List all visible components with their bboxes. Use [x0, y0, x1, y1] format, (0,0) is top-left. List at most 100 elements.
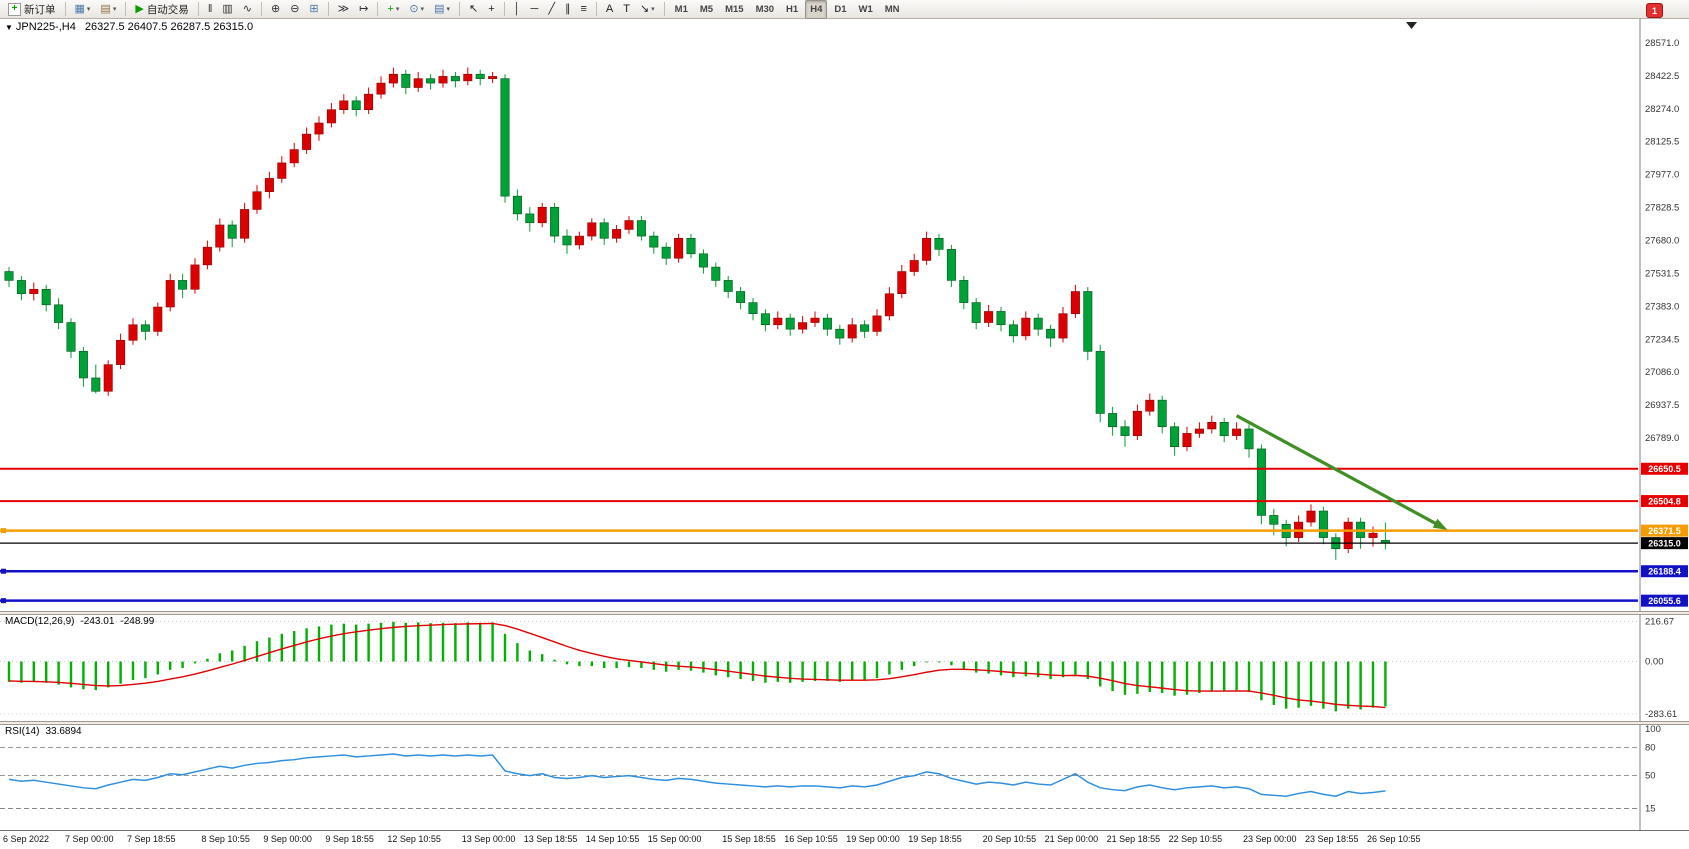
autotrading-button[interactable]: ▶ 自动交易 [131, 0, 192, 19]
fibonacci-button[interactable]: ≡ [576, 0, 590, 19]
indicators-button[interactable]: + ▾ [383, 0, 403, 19]
tile-windows-button[interactable]: ⊞ [305, 0, 322, 19]
timeframe-d1-button[interactable]: D1 [829, 0, 851, 19]
trendline-icon: ╱ [548, 2, 555, 15]
vertical-line-button[interactable]: │ [510, 0, 525, 19]
trend-arrow-head[interactable] [1432, 518, 1448, 530]
macd-histogram-bar [826, 661, 829, 681]
new-order-button[interactable]: + 新订单 [4, 0, 60, 19]
level-price-tag [1641, 537, 1688, 550]
candle-up [264, 178, 274, 193]
chart-shift-icon: ↦ [359, 2, 369, 15]
horizontal-line-button[interactable]: ─ [527, 0, 543, 19]
template-icon: ▤ [434, 2, 445, 15]
timeframe-h1-button[interactable]: H1 [781, 0, 803, 19]
macd-histogram-bar [181, 661, 184, 668]
timeframe-m5-button[interactable]: M5 [695, 0, 718, 19]
price-pane[interactable]: 28571.0 28422.5 28274.0 28125.5 27977.0 27828… [0, 19, 1689, 611]
zoom-in-button[interactable]: ⊕ [267, 0, 284, 19]
macd-histogram-bar [355, 624, 358, 662]
cursor-button[interactable]: ↖ [465, 0, 482, 19]
pane-splitter[interactable] [0, 611, 1689, 615]
rsi-pane[interactable]: 100 80 50 15 RSI(14) 33.6894 [0, 725, 1689, 830]
chart-candles-button[interactable]: ▥ [218, 0, 236, 19]
chart-shift-button[interactable]: ↦ [355, 0, 372, 19]
macd-chart[interactable]: 216.67 0.00 -283.61 [0, 615, 1689, 721]
candle-up [810, 317, 820, 323]
price-axis-tick: 28422.5 [1645, 71, 1679, 82]
text-label-icon: T [623, 2, 630, 15]
candle-up [438, 76, 448, 84]
auto-scroll-button[interactable]: ≫ [334, 0, 354, 19]
candle-up [190, 264, 200, 290]
timeframe-h4-button[interactable]: H4 [805, 0, 828, 19]
macd-histogram-bar [751, 661, 755, 681]
time-axis-label: 8 Sep 10:55 [201, 834, 250, 844]
trend-arrow[interactable] [1235, 414, 1441, 527]
new-chart-button[interactable]: ▦ ▾ [71, 0, 95, 19]
macd-histogram-bar [131, 661, 135, 681]
macd-histogram-bar [7, 661, 11, 682]
candle-down [636, 220, 646, 237]
rsi-chart[interactable]: 100 80 50 15 [0, 725, 1689, 830]
periods-button[interactable]: ⊙ ▾ [405, 0, 428, 19]
level-handle[interactable] [1, 598, 6, 604]
level-handle[interactable] [1, 568, 6, 574]
level-price-tag-text: 26315.0 [1648, 538, 1681, 548]
profiles-button[interactable]: ▤ ▾ [96, 0, 120, 19]
templates-button[interactable]: ▤ ▾ [430, 0, 454, 19]
time-axis-label: 22 Sep 10:55 [1168, 834, 1223, 844]
candle-up [1194, 428, 1204, 434]
pane-splitter[interactable] [0, 721, 1689, 725]
timeframe-w1-button[interactable]: W1 [854, 0, 878, 19]
arrows-button[interactable]: ↘ ▾ [636, 0, 659, 19]
macd-histogram-bar [454, 623, 457, 662]
macd-histogram-bar [1061, 661, 1065, 678]
text-button[interactable]: A [602, 0, 617, 19]
chart-line-button[interactable]: ∿ [239, 0, 256, 19]
time-axis[interactable]: 6 Sep 2022 7 Sep 00:00 7 Sep 18:55 8 Sep 10… [0, 830, 1689, 849]
rsi-axis-tick: 15 [1645, 803, 1656, 814]
macd-histogram-bar [838, 661, 841, 682]
candle-up [1232, 428, 1242, 436]
candle-up [909, 260, 919, 272]
timeframe-mn-button[interactable]: MN [880, 0, 905, 19]
cursor-icon: ↖ [468, 2, 479, 15]
one-click-trading-toggle-icon[interactable]: ▼ [5, 23, 13, 32]
timeframe-m15-button[interactable]: M15 [720, 0, 748, 19]
macd-histogram-bar [652, 661, 655, 670]
chart-bars-button[interactable]: ‖ [204, 0, 217, 19]
price-chart[interactable]: 28571.0 28422.5 28274.0 28125.5 27977.0 27828… [0, 19, 1689, 611]
macd-histogram-bar [441, 622, 445, 662]
zoom-out-button[interactable]: ⊖ [286, 0, 303, 19]
macd-axis-tick: 0.00 [1645, 657, 1664, 668]
macd-main-value: -243.01 [80, 616, 115, 627]
level-handle[interactable] [1, 528, 6, 534]
candle-down [140, 324, 150, 332]
time-axis-label: 7 Sep 00:00 [65, 834, 114, 844]
timeframe-m1-button[interactable]: M1 [670, 0, 693, 19]
macd-histogram-bar [268, 637, 271, 662]
trendline-button[interactable]: ╱ [544, 0, 559, 19]
macd-histogram-bar [541, 654, 544, 662]
channel-button[interactable]: ∥ [561, 0, 575, 19]
level-price-tag-text: 26504.8 [1648, 496, 1681, 506]
candle-down [78, 351, 88, 379]
label-button[interactable]: T [619, 0, 634, 19]
macd-histogram-bar [82, 661, 85, 690]
macd-histogram-bar [875, 661, 879, 679]
time-axis-label: 14 Sep 10:55 [585, 834, 640, 844]
price-axis-tick: 28274.0 [1645, 104, 1679, 115]
alert-badge[interactable]: 1 [1646, 3, 1663, 18]
macd-histogram-bar [962, 661, 965, 669]
price-axis[interactable] [1640, 19, 1689, 611]
macd-histogram-bar [1012, 661, 1015, 678]
toolbar-separator [327, 2, 329, 16]
macd-histogram-bar [689, 661, 693, 671]
crosshair-button[interactable]: + [484, 0, 498, 19]
macd-pane[interactable]: 216.67 0.00 -283.61 MACD(12,26,9) -243.01 -2… [0, 615, 1689, 721]
timeframe-m30-button[interactable]: M30 [751, 0, 779, 19]
macd-histogram-bar [1111, 661, 1114, 692]
chart-shift-marker[interactable] [1406, 22, 1417, 29]
candle-up [488, 76, 498, 79]
